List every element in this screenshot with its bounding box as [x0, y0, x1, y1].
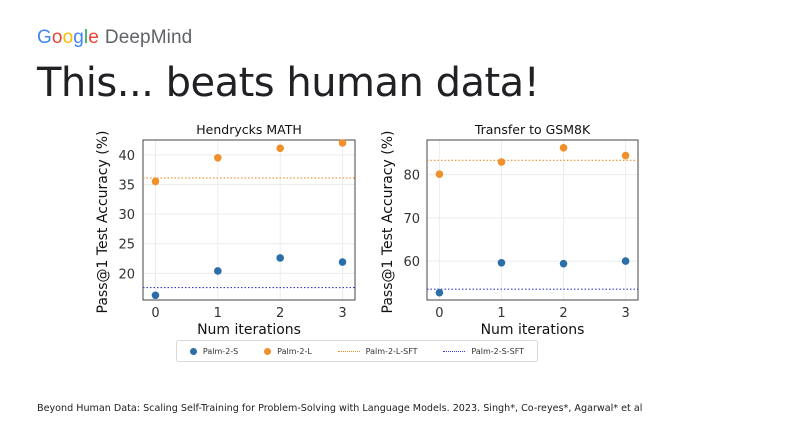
math-point-palm-2-s: [214, 267, 222, 275]
gsm8k-point-palm-2-s: [435, 288, 444, 297]
math-x-tick-label: 3: [338, 306, 346, 321]
gsm8k-point-palm-2-s: [621, 257, 630, 265]
gsm8k-x-tick-label: 0: [435, 306, 443, 321]
slide-title: This... beats human data!: [37, 60, 540, 106]
gsm8k-x-axis-label: Num iterations: [481, 322, 585, 338]
gsm8k-y-axis-label: Pass@1 Test Accuracy (%): [380, 131, 396, 314]
legend-label-palm-2-s-sft: Palm-2-S-SFT: [471, 346, 525, 356]
math-point-palm-2-l: [214, 153, 222, 162]
legend-label-palm-2-l: Palm-2-L: [277, 346, 312, 356]
gsm8k-x-tick-label: 1: [497, 306, 505, 321]
math-y-tick-label: 40: [118, 149, 135, 164]
math-y-tick-label: 35: [118, 178, 135, 193]
math-y-axis-label: Pass@1 Test Accuracy (%): [95, 131, 111, 314]
legend-item-palm-2-l-sft: Palm-2-L-SFT: [337, 346, 418, 356]
gsm8k-plot-frame: [426, 139, 639, 301]
google-deepmind-logo: Google DeepMind: [37, 27, 192, 49]
legend-marker-palm-2-s: [189, 347, 197, 355]
gsm8k-x-tick-label: 2: [559, 306, 567, 321]
math-point-palm-2-l: [338, 139, 347, 147]
math-point-palm-2-s: [276, 254, 284, 262]
gsm8k-point-palm-2-s: [559, 259, 568, 268]
gsm8k-point-palm-2-l: [435, 170, 444, 178]
math-point-palm-2-l: [151, 177, 160, 186]
math-plot-frame: [142, 139, 356, 301]
gsm8k-point-palm-2-l: [621, 151, 630, 160]
math-y-tick-label: 25: [118, 238, 135, 253]
deepmind-wordmark: DeepMind: [104, 27, 193, 48]
citation-footer: Beyond Human Data: Scaling Self-Training…: [37, 403, 643, 414]
math-point-palm-2-s: [338, 258, 347, 266]
gsm8k-y-tick-label: 70: [403, 212, 420, 227]
gsm8k-point-palm-2-s: [497, 259, 506, 267]
gsm8k-y-tick-label: 80: [403, 169, 420, 184]
legend-label-palm-2-l-sft: Palm-2-L-SFT: [365, 346, 418, 356]
google-wordmark: Google: [37, 27, 99, 48]
legend-item-palm-2-s: Palm-2-S: [189, 346, 239, 356]
gsm8k-chart-title: Transfer to GSM8K: [474, 122, 591, 137]
legend-item-palm-2-s-sft: Palm-2-S-SFT: [443, 347, 524, 356]
math-x-tick-label: 1: [214, 306, 222, 321]
gsm8k-point-palm-2-l: [559, 143, 568, 152]
math-y-tick-label: 20: [118, 267, 135, 282]
math-chart-title: Hendrycks MATH: [196, 122, 301, 137]
math-x-tick-label: 2: [276, 306, 284, 321]
math-point-palm-2-s: [151, 291, 160, 300]
math-x-tick-label: 0: [151, 306, 159, 321]
math-x-axis-label: Num iterations: [197, 322, 301, 338]
legend-marker-palm-2-l-sft: [337, 350, 360, 352]
chart-legend: Palm-2-S Palm-2-L Palm-2-L-SFT Palm-2-S-…: [176, 340, 538, 362]
legend-label-palm-2-s: Palm-2-S: [202, 346, 239, 356]
gsm8k-x-tick-label: 3: [621, 306, 629, 321]
legend-marker-palm-2-s-sft: [443, 350, 466, 352]
math-y-tick-label: 30: [118, 208, 135, 223]
gsm8k-y-tick-label: 60: [403, 255, 420, 270]
legend-item-palm-2-l: Palm-2-L: [264, 347, 312, 356]
math-point-palm-2-l: [276, 144, 284, 153]
gsm8k-point-palm-2-l: [497, 158, 506, 166]
legend-marker-palm-2-l: [264, 347, 272, 355]
